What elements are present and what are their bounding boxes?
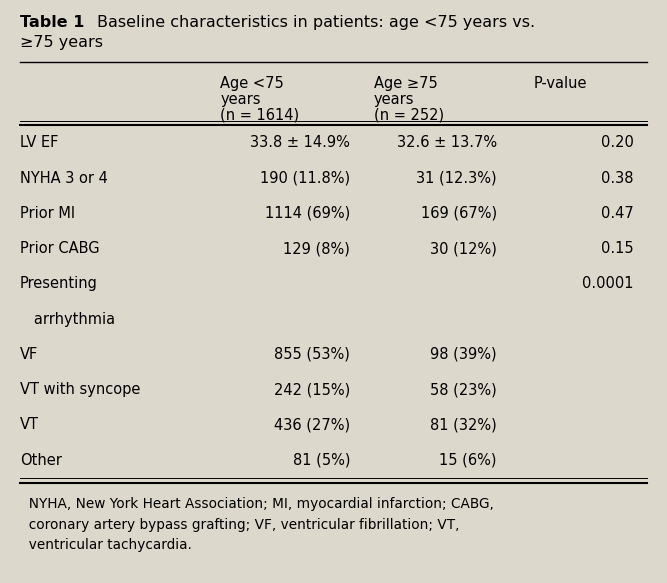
Text: Baseline characteristics in patients: age <75 years vs.: Baseline characteristics in patients: ag… [97, 15, 535, 30]
Text: 855 (53%): 855 (53%) [274, 347, 350, 362]
Text: Presenting: Presenting [20, 276, 98, 292]
Text: 436 (27%): 436 (27%) [274, 417, 350, 433]
Text: VT with syncope: VT with syncope [20, 382, 140, 397]
Text: 31 (12.3%): 31 (12.3%) [416, 170, 497, 185]
Text: LV EF: LV EF [20, 135, 59, 150]
Text: ≥75 years: ≥75 years [20, 35, 103, 50]
Text: 33.8 ± 14.9%: 33.8 ± 14.9% [250, 135, 350, 150]
Text: NYHA, New York Heart Association; MI, myocardial infarction; CABG,
  coronary ar: NYHA, New York Heart Association; MI, my… [20, 497, 494, 553]
Text: 15 (6%): 15 (6%) [440, 452, 497, 468]
Text: 190 (11.8%): 190 (11.8%) [260, 170, 350, 185]
Text: NYHA 3 or 4: NYHA 3 or 4 [20, 170, 108, 185]
Text: 0.38: 0.38 [601, 170, 634, 185]
Text: Table 1: Table 1 [20, 15, 85, 30]
Text: 0.15: 0.15 [601, 241, 634, 256]
Text: arrhythmia: arrhythmia [20, 311, 115, 326]
Text: VT: VT [20, 417, 39, 433]
Text: Prior MI: Prior MI [20, 206, 75, 221]
Text: 81 (32%): 81 (32%) [430, 417, 497, 433]
Text: 32.6 ± 13.7%: 32.6 ± 13.7% [397, 135, 497, 150]
Text: Other: Other [20, 452, 62, 468]
Text: 0.20: 0.20 [601, 135, 634, 150]
Text: 98 (39%): 98 (39%) [430, 347, 497, 362]
Text: years: years [374, 92, 414, 107]
Text: years: years [220, 92, 261, 107]
Text: 242 (15%): 242 (15%) [274, 382, 350, 397]
Text: Age <75: Age <75 [220, 76, 284, 91]
Text: 169 (67%): 169 (67%) [421, 206, 497, 221]
Text: 1114 (69%): 1114 (69%) [265, 206, 350, 221]
Text: VF: VF [20, 347, 38, 362]
Text: 0.0001: 0.0001 [582, 276, 634, 292]
Text: (n = 1614): (n = 1614) [220, 107, 299, 122]
Text: 58 (23%): 58 (23%) [430, 382, 497, 397]
Text: 81 (5%): 81 (5%) [293, 452, 350, 468]
Text: Prior CABG: Prior CABG [20, 241, 99, 256]
Text: (n = 252): (n = 252) [374, 107, 444, 122]
Text: P-value: P-value [534, 76, 587, 91]
Text: 0.47: 0.47 [601, 206, 634, 221]
Text: 129 (8%): 129 (8%) [283, 241, 350, 256]
Text: Age ≥75: Age ≥75 [374, 76, 438, 91]
Text: 30 (12%): 30 (12%) [430, 241, 497, 256]
